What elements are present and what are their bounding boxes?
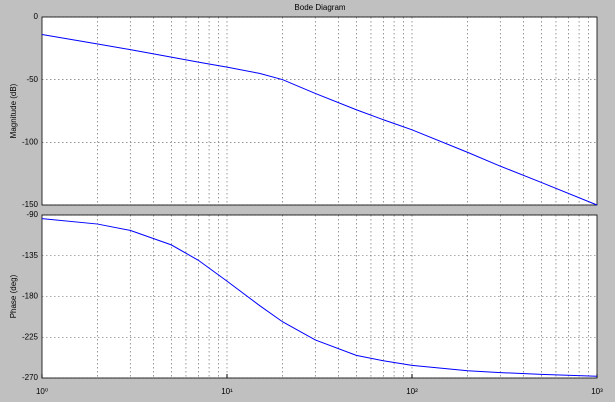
y-axis-label: Phase (deg): [9, 274, 18, 318]
x-tick-label: 10³: [591, 387, 603, 396]
y-axis-label: Magnitude (dB): [9, 83, 18, 138]
y-tick-label: -90: [26, 210, 38, 219]
x-tick-label: 10²: [406, 387, 418, 396]
y-tick-label: -180: [22, 292, 39, 301]
plot-frame: [41, 214, 598, 379]
y-tick-label: -270: [22, 373, 39, 382]
y-tick-label: -135: [22, 251, 39, 260]
y-tick-label: -100: [22, 137, 39, 146]
plot-area: [42, 17, 597, 205]
plot-frame: [41, 16, 598, 206]
y-tick-label: -150: [22, 200, 39, 209]
y-tick-label: -50: [26, 75, 38, 84]
chart-title: Bode Diagram: [294, 3, 345, 12]
x-tick-label: 10¹: [221, 387, 233, 396]
x-tick-label: 10⁰: [36, 387, 48, 396]
response-line: [41, 218, 598, 377]
response-line: [41, 34, 598, 206]
y-tick-label: 0: [34, 12, 39, 21]
y-tick-label: -225: [22, 332, 39, 341]
